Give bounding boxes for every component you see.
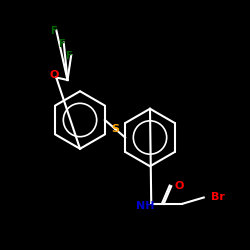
Text: Br: Br xyxy=(211,192,225,202)
Text: O: O xyxy=(49,70,58,80)
Text: F: F xyxy=(50,26,57,36)
Text: F: F xyxy=(58,39,64,49)
Text: S: S xyxy=(111,124,119,134)
Text: F: F xyxy=(66,51,72,61)
Text: NH: NH xyxy=(136,201,154,211)
Text: O: O xyxy=(174,181,184,191)
